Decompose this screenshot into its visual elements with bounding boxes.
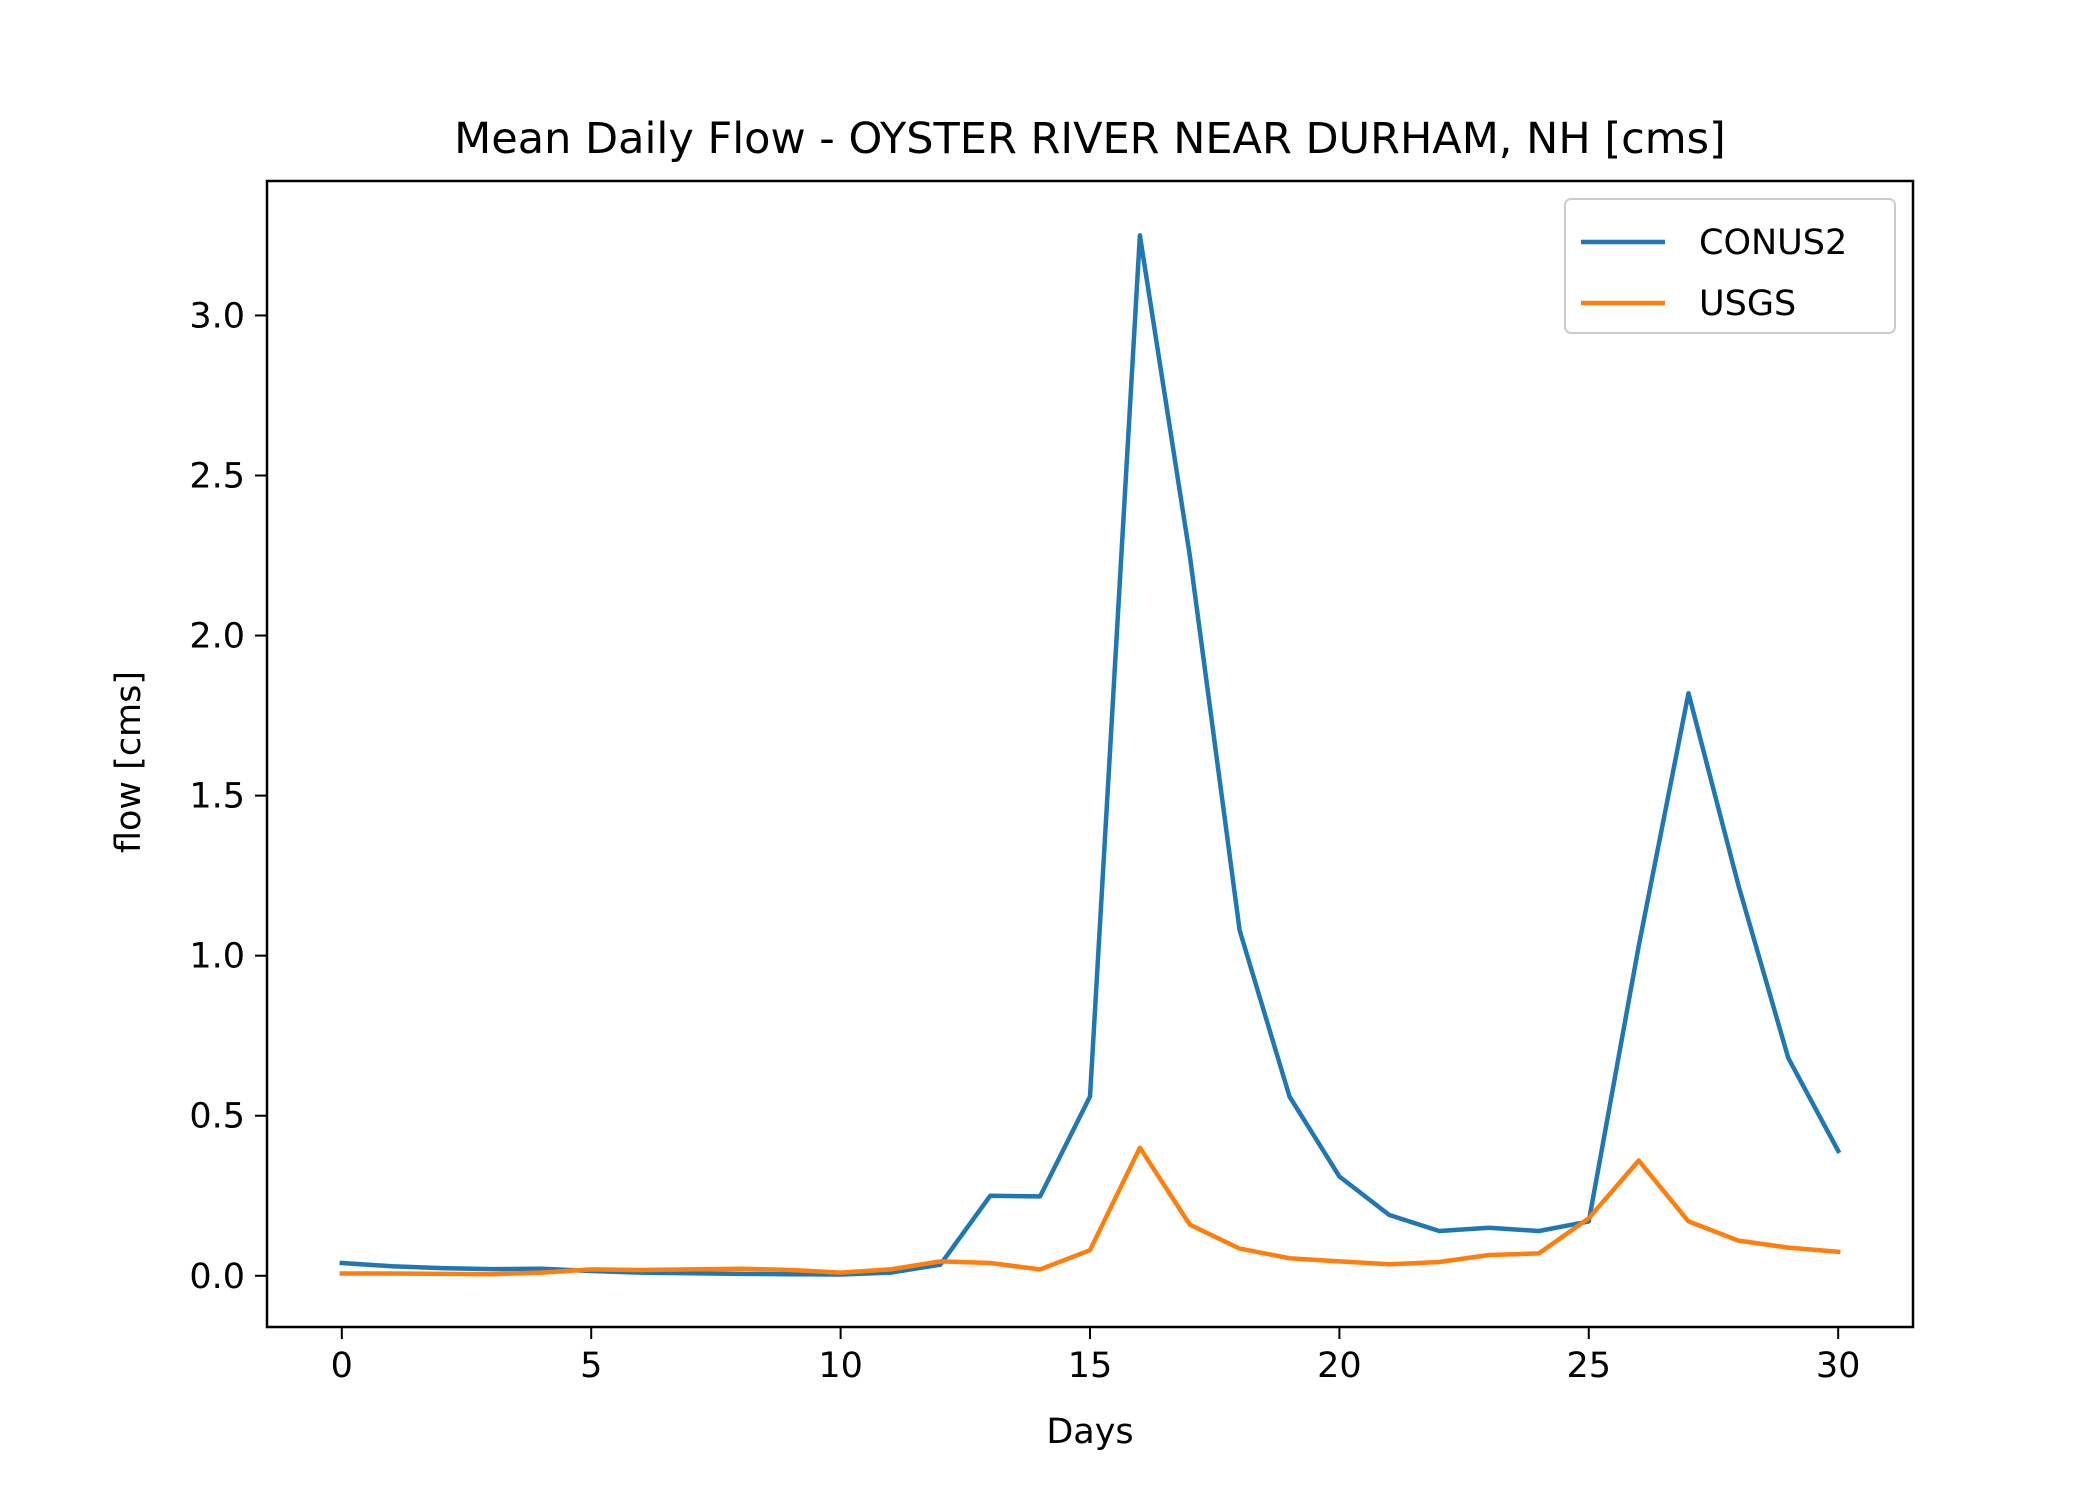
y-tick-label: 2.0: [189, 617, 245, 657]
y-tick-label: 0.5: [189, 1097, 245, 1137]
x-tick-label: 25: [1567, 1346, 1612, 1386]
legend-label: CONUS2: [1699, 223, 1847, 263]
plot-area: [339, 233, 1842, 1277]
legend-label: USGS: [1699, 284, 1796, 324]
y-tick-label: 1.5: [189, 777, 245, 817]
x-tick-label: 0: [331, 1346, 353, 1386]
y-tick-label: 1.0: [189, 937, 245, 977]
y-axis-label: flow [cms]: [109, 671, 149, 853]
x-tick-label: 20: [1317, 1346, 1362, 1386]
legend-box: [1564, 198, 1896, 334]
legend: CONUS2 USGS: [1564, 198, 1896, 334]
x-tick-label: 5: [580, 1346, 602, 1386]
x-axis-label: Days: [1046, 1412, 1133, 1452]
y-tick-label: 0.0: [189, 1257, 245, 1297]
y-axis-ticks: 0.0 0.5 1.0 1.5 2.0 2.5 3.0: [189, 296, 267, 1297]
y-tick-label: 3.0: [189, 296, 245, 336]
chart-title: Mean Daily Flow - OYSTER RIVER NEAR DURH…: [454, 114, 1726, 164]
x-tick-label: 10: [818, 1346, 863, 1386]
x-axis-ticks: 0 5 10 15 20 25 30: [331, 1327, 1861, 1386]
series-line-usgs: [339, 1145, 1841, 1277]
x-tick-label: 30: [1816, 1346, 1861, 1386]
axes-frame: [265, 179, 1915, 1329]
x-tick-label: 15: [1068, 1346, 1113, 1386]
y-tick-label: 2.5: [189, 457, 245, 497]
